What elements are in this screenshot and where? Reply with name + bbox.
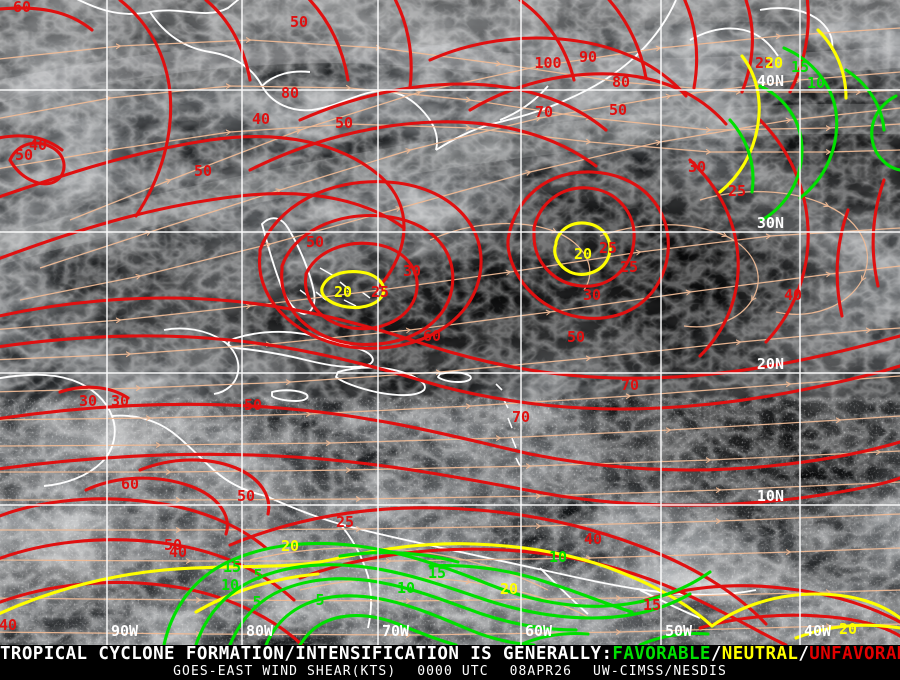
contour-label-50-28: 50: [567, 328, 585, 346]
contour-label-5-42: 5: [252, 593, 261, 611]
legend-separator-2: /: [798, 644, 810, 664]
contour-label-10-48: 10: [549, 548, 567, 566]
graticule-labels: 40N 30N 20N 10N 90W 80W 70W 60W 50W 40W: [111, 72, 832, 640]
contour-label-25-21: 25: [371, 283, 389, 301]
lon-label-60w: 60W: [525, 622, 553, 640]
contour-label-5-43: 5: [315, 591, 324, 609]
contour-label-20-24: 20: [574, 245, 592, 263]
contour-label-100-8: 100: [534, 54, 561, 72]
contour-label-30-22: 30: [403, 262, 421, 280]
contour-label-40-19: 40: [784, 286, 802, 304]
valid-date: 08APR26: [509, 664, 573, 679]
contour-label-80-10: 80: [612, 73, 630, 91]
contour-label-30-13: 30: [688, 158, 706, 176]
legend-unfavorable: UNFAVORABLE: [809, 644, 900, 664]
contour-label-40-2: 40: [29, 136, 47, 154]
contour-label-80-6: 80: [281, 84, 299, 102]
contour-label-70-11: 70: [535, 103, 553, 121]
contour-label-20-39: 20: [281, 537, 299, 555]
contour-label-25-25: 25: [599, 239, 617, 257]
contour-label-20-47: 20: [500, 580, 518, 598]
contour-label-50-3: 50: [194, 162, 212, 180]
contour-label-30-29: 30: [79, 392, 97, 410]
contour-label-10-41: 10: [221, 576, 239, 594]
contour-label-25-15: 25: [755, 54, 773, 72]
contour-label-10-18: 10: [807, 74, 825, 92]
lat-label-20n: 20N: [757, 355, 784, 373]
contour-label-40-50: 40: [584, 530, 602, 548]
contour-label-20-53: 20: [839, 620, 857, 638]
valid-time: 0000 UTC: [417, 664, 489, 679]
contour-label-25-38: 25: [336, 513, 354, 531]
contour-label-70-35: 70: [621, 376, 639, 394]
contour-label-15-17: 15: [791, 58, 809, 76]
contour-label-50-36: 50: [164, 536, 182, 554]
product-name: GOES-EAST WIND SHEAR(KTS): [173, 664, 397, 679]
contour-label-50-23: 50: [306, 233, 324, 251]
favorability-legend-line: TROPICAL CYCLONE FORMATION/INTENSIFICATI…: [0, 645, 900, 664]
lat-label-30n: 30N: [757, 214, 784, 232]
satellite-map-panel: 40N 30N 20N 10N 90W 80W 70W 60W 50W 40W 60 50 40 50 5…: [0, 0, 900, 645]
lon-label-80w: 80W: [246, 622, 274, 640]
lon-label-50w: 50W: [665, 622, 693, 640]
legend-neutral: NEUTRAL: [721, 644, 799, 664]
contour-label-30-30: 30: [111, 392, 129, 410]
favorability-statement: TROPICAL CYCLONE FORMATION/INTENSIFICATI…: [0, 644, 613, 664]
latlon-graticule: [0, 0, 900, 645]
lat-label-40n: 40N: [757, 72, 784, 90]
contour-label-60-0: 60: [13, 0, 31, 16]
contour-label-20-20: 20: [334, 283, 352, 301]
contour-label-5-44: 5: [253, 566, 262, 584]
contour-label-30-27: 30: [583, 286, 601, 304]
contour-label-90-9: 90: [579, 48, 597, 66]
contour-label-50-7: 50: [335, 114, 353, 132]
lon-label-40w: 40W: [804, 622, 832, 640]
contour-label-25-14: 25: [728, 182, 746, 200]
lon-label-90w: 90W: [111, 622, 139, 640]
lat-label-10n: 10N: [757, 487, 784, 505]
legend-separator-1: /: [710, 644, 722, 664]
contour-label-20-16: 20: [765, 54, 783, 72]
contour-label-40-52: 40: [0, 616, 17, 634]
contour-label-40-51: 40: [169, 543, 187, 561]
source-line: GOES-EAST WIND SHEAR(KTS) 0000 UTC 08APR…: [0, 664, 900, 679]
contour-label-50-1: 50: [15, 146, 33, 164]
contour-label-15-46: 15: [428, 564, 446, 582]
legend-favorable: FAVORABLE: [612, 644, 711, 664]
contour-label-25-26: 25: [620, 258, 638, 276]
caption-bar: TROPICAL CYCLONE FORMATION/INTENSIFICATI…: [0, 645, 900, 680]
contour-label-50-4: 50: [290, 13, 308, 31]
contour-label-70-34: 70: [512, 408, 530, 426]
agency-credit: UW-CIMSS/NESDIS: [593, 664, 727, 679]
lon-label-70w: 70W: [382, 622, 410, 640]
contour-label-40-5: 40: [252, 110, 270, 128]
contour-label-15-40: 15: [223, 558, 241, 576]
contours-favorable: [162, 46, 900, 645]
contour-label-50-32: 50: [244, 396, 262, 414]
contour-label-60-31: 60: [121, 475, 139, 493]
contour-label-15-49: 15: [643, 596, 661, 614]
contour-label-60-33: 60: [423, 327, 441, 345]
contour-label-50-37: 50: [237, 487, 255, 505]
contour-label-50-12: 50: [609, 101, 627, 119]
contour-label-10-45: 10: [397, 579, 415, 597]
